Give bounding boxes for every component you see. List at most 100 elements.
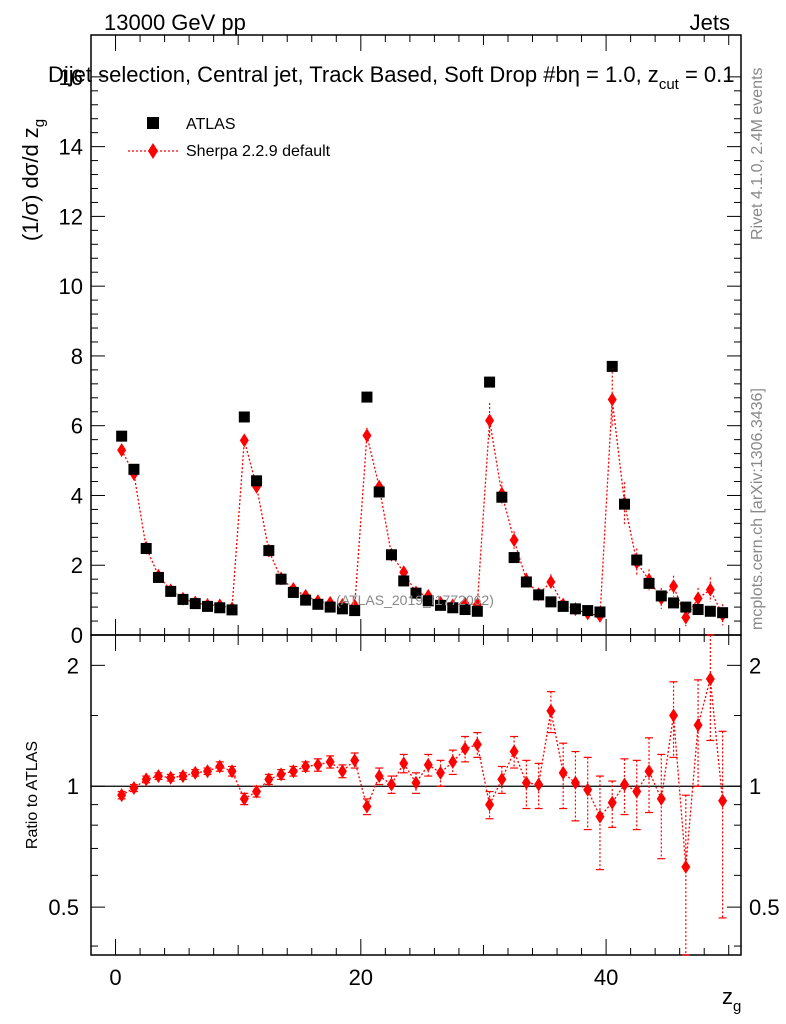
atlas-point	[459, 604, 471, 616]
atlas-point	[422, 595, 434, 607]
atlas-point	[336, 603, 348, 615]
ratio-point	[203, 764, 213, 779]
rivet-label: Rivet 4.1.0, 2.4M events	[749, 67, 766, 240]
main-plot-marks	[116, 360, 729, 627]
atlas-point	[520, 576, 532, 588]
atlas-point	[324, 601, 336, 613]
atlas-point	[349, 605, 361, 617]
atlas-point	[177, 593, 189, 605]
ratio-point	[485, 797, 495, 812]
ratio-point	[166, 770, 176, 785]
ratio-point	[558, 765, 568, 780]
atlas-point	[545, 596, 557, 608]
ratio-point	[460, 741, 470, 756]
ratio-point	[472, 737, 482, 752]
atlas-point	[447, 602, 459, 614]
atlas-point	[533, 589, 545, 601]
sherpa-line	[121, 399, 724, 620]
ratio-point	[497, 772, 507, 787]
legend-sherpa-label: Sherpa 2.2.9 default	[186, 143, 331, 160]
sherpa-point	[117, 443, 127, 458]
ratio-point	[288, 764, 298, 779]
atlas-point	[692, 604, 704, 616]
ratio-ytick-label-right: 2	[749, 653, 761, 678]
ratio-point	[350, 753, 360, 768]
atlas-point	[435, 599, 447, 611]
atlas-point	[594, 606, 606, 618]
ratio-point	[436, 765, 446, 780]
ratio-ytick-label-right: 0.5	[749, 895, 780, 920]
ratio-point	[252, 784, 262, 799]
atlas-point	[704, 605, 716, 617]
sherpa-point	[693, 591, 703, 606]
ratio-point	[178, 769, 188, 784]
ratio-point	[718, 793, 728, 808]
ratio-xtick-label: 20	[349, 965, 373, 990]
main-ytick-label: 16	[59, 65, 83, 90]
ratio-ytick-label: 2	[67, 653, 79, 678]
ratio-line	[121, 678, 724, 867]
main-ytick-label: 12	[59, 204, 83, 229]
ratio-xlabel: zg	[722, 984, 741, 1015]
atlas-point	[116, 430, 128, 442]
main-ytick-label: 6	[71, 414, 83, 439]
plot-title: Dijet selection, Central jet, Track Base…	[48, 62, 734, 93]
ratio-point	[595, 809, 605, 824]
ratio-point	[570, 775, 580, 790]
ratio-point	[190, 765, 200, 780]
atlas-point	[287, 586, 299, 598]
atlas-point	[189, 598, 201, 610]
atlas-point	[263, 545, 275, 557]
sherpa-point	[705, 582, 715, 597]
ratio-point	[362, 799, 372, 814]
atlas-point	[643, 577, 655, 589]
sherpa-point	[681, 610, 691, 625]
ratio-point	[301, 759, 311, 774]
ratio-panel-frame	[90, 634, 742, 956]
sherpa-point	[607, 392, 617, 407]
ratio-point	[632, 784, 642, 799]
atlas-point	[361, 391, 373, 403]
main-ylabel: (1/σ) dσ/d zg	[18, 119, 48, 241]
atlas-point	[606, 360, 618, 372]
atlas-point	[680, 601, 692, 613]
atlas-point	[484, 376, 496, 388]
atlas-point	[312, 598, 324, 610]
main-ytick-label: 0	[71, 623, 83, 648]
sherpa-point	[362, 428, 372, 443]
ratio-point	[583, 782, 593, 797]
ratio-point	[129, 780, 139, 795]
atlas-point	[300, 594, 312, 606]
main-ytick-label: 2	[71, 553, 83, 578]
ratio-point	[411, 775, 421, 790]
atlas-point	[557, 600, 569, 612]
ratio-point	[276, 767, 286, 782]
legend: ATLAS Sherpa 2.2.9 default	[128, 116, 331, 160]
main-ytick-label: 10	[59, 274, 83, 299]
atlas-point	[373, 486, 385, 498]
atlas-point	[496, 491, 508, 503]
atlas-point	[582, 605, 594, 617]
ratio-point	[705, 671, 715, 686]
ratio-point	[448, 754, 458, 769]
sherpa-point	[485, 413, 495, 428]
energy-label: 13000 GeV pp	[104, 10, 246, 35]
ratio-xtick-label: 0	[109, 965, 121, 990]
ratio-xtick-label: 40	[594, 965, 618, 990]
atlas-point	[165, 585, 177, 597]
atlas-point	[569, 603, 581, 615]
sherpa-point	[239, 433, 249, 448]
atlas-point	[251, 475, 263, 487]
ratio-point	[227, 764, 237, 779]
legend-sherpa-marker	[148, 143, 158, 159]
ratio-point	[607, 795, 617, 810]
main-ytick-label: 4	[71, 483, 83, 508]
atlas-point	[631, 554, 643, 566]
main-ytick-label: 14	[59, 135, 83, 160]
sherpa-point	[669, 579, 679, 594]
ratio-ytick-label: 1	[67, 774, 79, 799]
atlas-point	[385, 549, 397, 561]
mcplots-label: mcplots.cern.ch [arXiv:1306.3436]	[749, 388, 766, 630]
legend-atlas-label: ATLAS	[186, 116, 236, 133]
